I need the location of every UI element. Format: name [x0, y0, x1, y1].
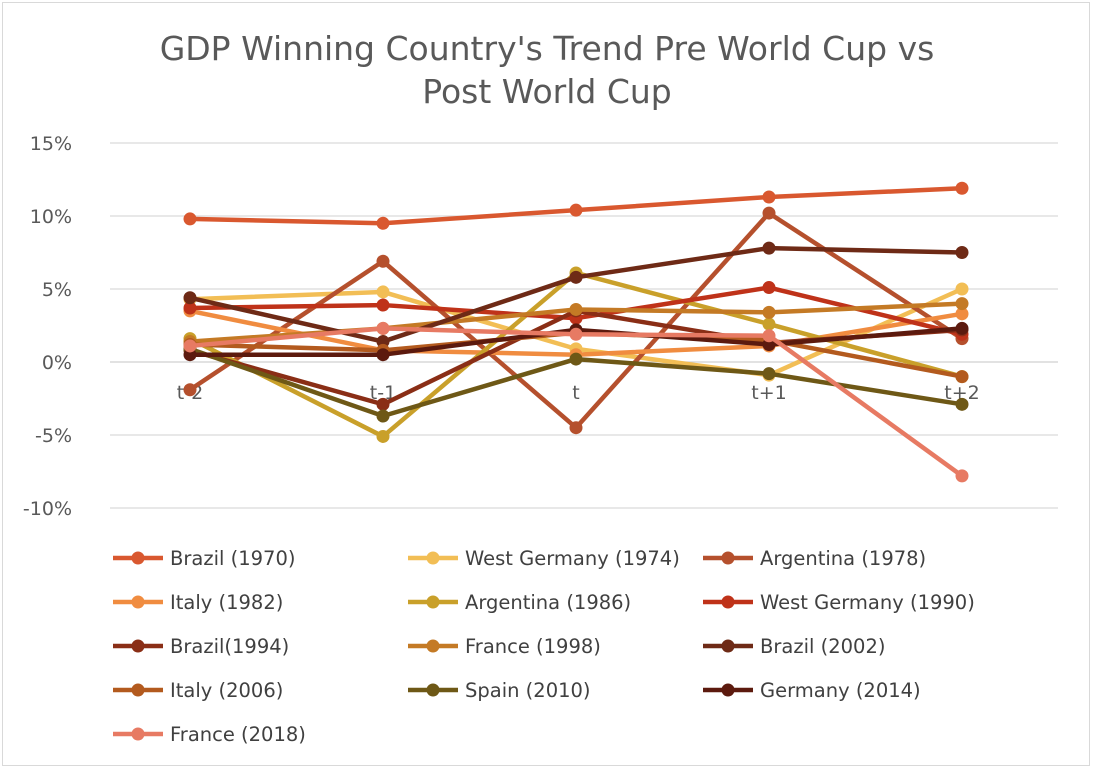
data-point [183, 339, 197, 353]
chart-title: GDP Winning Country's Trend Pre World Cu… [160, 29, 935, 111]
data-point [376, 409, 390, 423]
legend-label: Italy (1982) [170, 591, 283, 614]
legend-item: West Germany (1974) [408, 547, 680, 570]
data-point [762, 317, 776, 331]
legend-label: France (2018) [170, 723, 306, 746]
gridlines [110, 142, 1058, 509]
legend-label: Germany (2014) [760, 679, 921, 702]
x-tick-label: t-1 [370, 382, 396, 404]
data-point [762, 329, 776, 343]
legend-item: Brazil (2002) [703, 635, 885, 658]
y-axis-tick-labels: 15% 10% 5% 0% -5% -10% [23, 133, 72, 520]
legend-swatch-marker [131, 595, 145, 609]
data-point [376, 397, 390, 411]
data-point [376, 348, 390, 362]
legend-item: Spain (2010) [408, 679, 591, 702]
data-point [569, 421, 583, 435]
data-point [376, 285, 390, 299]
data-point [955, 370, 969, 384]
legend-swatch-marker [131, 727, 145, 741]
series-lines [183, 181, 969, 483]
legend-label: Argentina (1986) [465, 591, 631, 614]
data-point [183, 383, 197, 397]
data-point [762, 241, 776, 255]
data-point [569, 327, 583, 341]
data-point [955, 297, 969, 311]
data-point [762, 206, 776, 220]
chart-title-line-1: GDP Winning Country's Trend Pre World Cu… [160, 29, 935, 68]
y-tick-label: -10% [23, 498, 72, 520]
data-point [183, 301, 197, 315]
legend-item: Italy (1982) [113, 591, 283, 614]
legend-swatch-marker [131, 683, 145, 697]
data-point [955, 181, 969, 195]
data-point [376, 429, 390, 443]
legend-swatch-marker [426, 595, 440, 609]
legend-swatch-marker [721, 595, 735, 609]
series-brazil-1970 [183, 181, 969, 230]
legend-label: Brazil(1994) [170, 635, 289, 658]
data-point [376, 298, 390, 312]
data-point [569, 352, 583, 366]
data-point [376, 216, 390, 230]
data-point [762, 367, 776, 381]
legend-item: Argentina (1986) [408, 591, 631, 614]
data-point [569, 270, 583, 284]
data-point [376, 254, 390, 268]
legend-swatch-marker [131, 639, 145, 653]
legend: Brazil (1970) West Germany (1974) Argentin… [113, 547, 975, 746]
y-tick-label: 15% [30, 133, 72, 155]
data-point [376, 321, 390, 335]
data-point [955, 469, 969, 483]
legend-item: France (1998) [408, 635, 601, 658]
data-point [183, 212, 197, 226]
data-point [955, 321, 969, 335]
legend-label: West Germany (1990) [760, 591, 975, 614]
legend-swatch-marker [426, 639, 440, 653]
legend-label: Argentina (1978) [760, 547, 926, 570]
y-tick-label: 10% [30, 206, 72, 228]
legend-item: Argentina (1978) [703, 547, 926, 570]
legend-swatch-marker [721, 551, 735, 565]
legend-label: Brazil (2002) [760, 635, 885, 658]
legend-item: France (2018) [113, 723, 306, 746]
legend-item: Brazil(1994) [113, 635, 289, 658]
x-tick-label: t+1 [751, 382, 786, 404]
data-point [762, 281, 776, 295]
data-point [955, 282, 969, 296]
data-point [569, 203, 583, 217]
chart-title-line-2: Post World Cup [422, 72, 672, 111]
y-tick-label: 0% [42, 352, 72, 374]
data-point [955, 246, 969, 259]
data-point [183, 291, 197, 305]
legend-item: Italy (2006) [113, 679, 283, 702]
y-tick-label: 5% [42, 279, 72, 301]
legend-item: Germany (2014) [703, 679, 921, 702]
series-france-2018 [183, 321, 969, 483]
data-point [762, 305, 776, 319]
data-point [762, 190, 776, 204]
legend-label: Spain (2010) [465, 679, 591, 702]
legend-swatch-marker [131, 551, 145, 565]
legend-swatch-marker [721, 683, 735, 697]
x-tick-label: t+2 [944, 382, 979, 404]
legend-label: Brazil (1970) [170, 547, 295, 570]
data-point [569, 302, 583, 316]
legend-item: West Germany (1990) [703, 591, 975, 614]
legend-label: France (1998) [465, 635, 601, 658]
legend-swatch-marker [426, 683, 440, 697]
legend-label: Italy (2006) [170, 679, 283, 702]
data-point [955, 307, 969, 321]
data-point [955, 397, 969, 411]
legend-swatch-marker [721, 639, 735, 653]
y-tick-label: -5% [35, 425, 72, 447]
x-tick-label: t [572, 382, 579, 404]
legend-label: West Germany (1974) [465, 547, 680, 570]
legend-swatch-marker [426, 551, 440, 565]
legend-item: Brazil (1970) [113, 547, 295, 570]
